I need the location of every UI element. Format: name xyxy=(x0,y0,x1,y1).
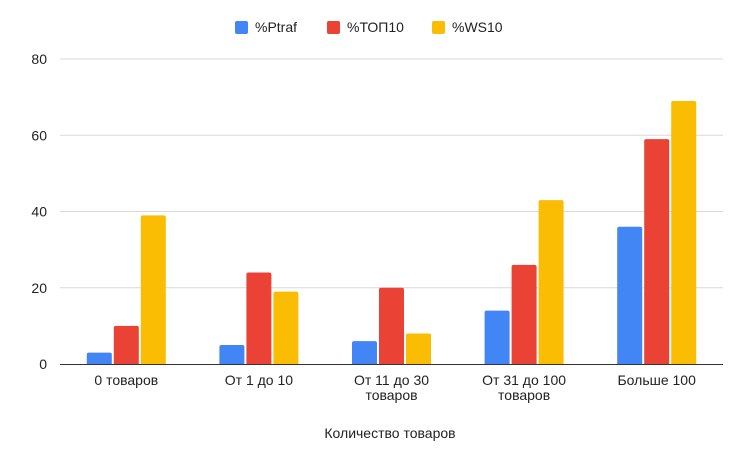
x-tick-label: 0 товаров xyxy=(94,372,158,388)
y-tick-label: 80 xyxy=(31,51,47,67)
x-tick-label: От 1 до 10 xyxy=(225,372,293,388)
bar-ws10-4 xyxy=(671,100,697,364)
legend-item: %WS10 xyxy=(432,19,503,35)
x-tick-label: От 11 до 30 xyxy=(354,372,429,388)
legend-item: %Ptraf xyxy=(235,19,297,35)
bar-ws10-0 xyxy=(140,215,166,364)
bar-топ10-1 xyxy=(246,272,272,364)
x-axis-ticks: 0 товаров От 1 до 10 От 11 до 30товаровОт … xyxy=(94,372,696,403)
legend-swatch xyxy=(432,21,445,34)
bar-топ10-3 xyxy=(511,264,537,364)
x-tick-label: товаров xyxy=(498,387,550,403)
bar-топ10-2 xyxy=(379,287,404,364)
bar-ptraf-1 xyxy=(219,344,245,364)
bar-ptraf-0 xyxy=(86,352,112,364)
bar-ws10-1 xyxy=(273,291,299,364)
legend: %Ptraf %ТОП10 %WS10 xyxy=(235,19,503,35)
y-tick-label: 40 xyxy=(31,204,47,220)
bar-ptraf-2 xyxy=(352,341,377,364)
bar-ptraf-4 xyxy=(617,226,643,364)
bar-ws10-3 xyxy=(538,200,564,364)
legend-label: %WS10 xyxy=(452,19,503,35)
bar-топ10-0 xyxy=(113,325,139,364)
y-axis-ticks: 0 20 40 60 80 xyxy=(31,51,47,372)
x-tick-label: товаров xyxy=(365,387,417,403)
y-tick-label: 60 xyxy=(31,127,47,143)
legend-item: %ТОП10 xyxy=(327,19,404,35)
legend-swatch xyxy=(327,21,340,34)
x-tick-label: От 31 до 100 xyxy=(482,372,566,388)
bar-топ10-4 xyxy=(644,139,670,364)
bar-ptraf-3 xyxy=(484,310,510,364)
legend-label: %ТОП10 xyxy=(347,19,404,35)
y-tick-label: 20 xyxy=(31,280,47,296)
y-tick-label: 0 xyxy=(39,356,47,372)
x-axis-title: Количество товаров xyxy=(324,425,455,441)
x-tick-label: Больше 100 xyxy=(617,372,696,388)
bar-ws10-2 xyxy=(406,333,431,364)
legend-label: %Ptraf xyxy=(255,19,297,35)
bars xyxy=(86,100,697,364)
legend-swatch xyxy=(235,21,248,34)
